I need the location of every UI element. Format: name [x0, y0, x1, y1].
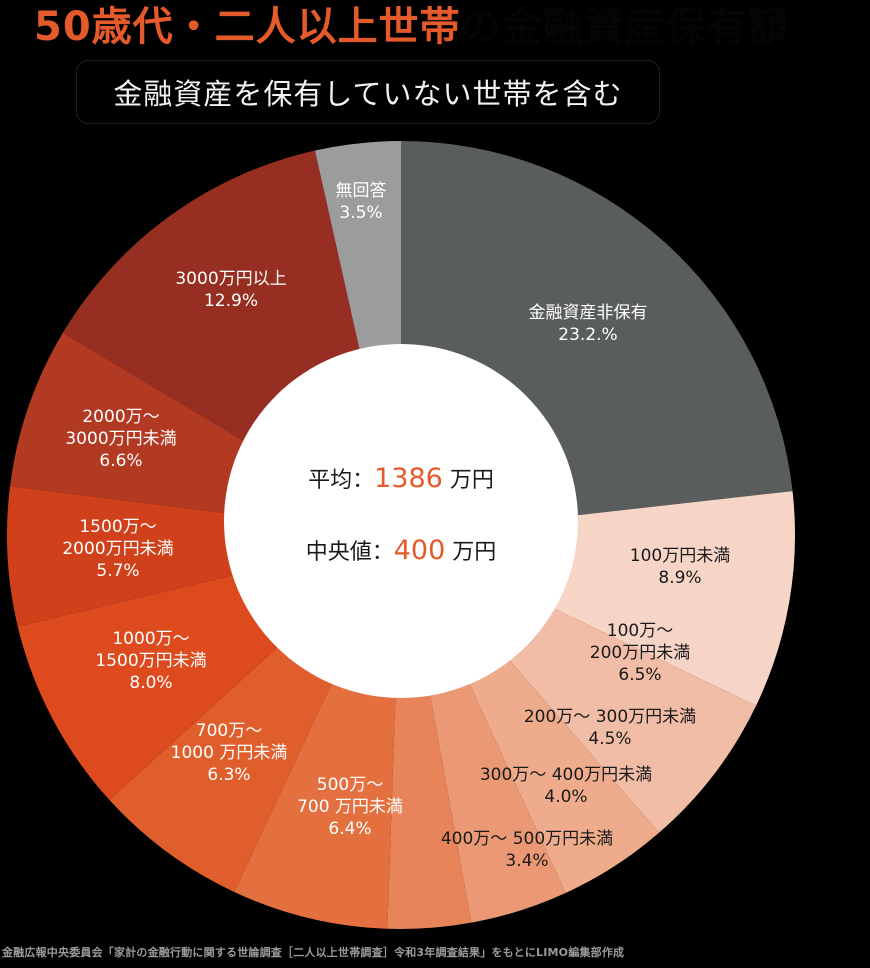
slice-percent: 3.4%	[505, 851, 549, 871]
slice-label: 3000万円以上 12.9%	[175, 268, 286, 312]
slice-label: 金融資産非保有 23.2.%	[529, 302, 648, 346]
slice-percent: 6.6%	[99, 451, 143, 471]
slice-percent: 8.0%	[129, 673, 173, 693]
chart-title: 50歳代・二人以上世帯の金融資産保有額	[34, 2, 789, 52]
median-annotation: 中央値：400 万円	[306, 534, 497, 566]
slice-label: 200万〜 300万円未満 4.5%	[524, 706, 696, 750]
slice-category: 700 万円未満	[297, 797, 403, 817]
slice-category: 200万円未満	[589, 643, 691, 663]
slice-percent: 6.4%	[328, 819, 372, 839]
slice-category: 400万〜 500万円未満	[440, 829, 614, 849]
slice-category: 1000万〜	[112, 629, 190, 649]
slice-percent: 12.9%	[203, 291, 259, 311]
slice-label: 100万〜 200万円未満 6.5%	[590, 620, 690, 686]
slice-category: 3000万円未満	[65, 429, 177, 449]
slice-category: 1000 万円未満	[170, 743, 288, 763]
slice-label: 400万〜 500万円未満 3.4%	[441, 828, 613, 872]
mean-value: 1386	[374, 463, 443, 494]
slice-percent: 4.5%	[588, 729, 632, 749]
donut-hole	[224, 344, 578, 698]
slice-percent: 23.2.%	[558, 325, 618, 345]
slice-category: 200万〜 300万円未満	[523, 707, 697, 727]
slice-percent: 8.9%	[658, 568, 702, 588]
slice-category: 500万〜	[316, 775, 384, 795]
median-label: 中央値：	[305, 540, 394, 565]
subtitle: 金融資産を保有していない世帯を含む	[113, 77, 623, 111]
mean-annotation: 平均：1386 万円	[308, 462, 494, 494]
source-footer: 金融広報中央委員会「家計の金融行動に関する世論調査［二人以上世帯調査］令和3年調…	[2, 946, 625, 959]
slice-category: 100万〜	[606, 621, 674, 641]
slice-category: 3000万円以上	[175, 269, 287, 289]
slice-percent: 4.0%	[544, 787, 588, 807]
median-unit: 万円	[445, 540, 497, 565]
slice-label: 無回答 3.5%	[336, 180, 387, 224]
slice-label: 100万円未満 8.9%	[630, 545, 730, 589]
mean-unit: 万円	[442, 468, 494, 493]
pie-slice	[6, 486, 401, 627]
slice-category: 2000万〜	[82, 407, 160, 427]
subtitle-box: 金融資産を保有していない世帯を含む	[76, 60, 660, 124]
slice-label: 300万〜 400万円未満 4.0%	[480, 764, 652, 808]
slice-percent: 3.5%	[339, 203, 383, 223]
slice-category: 無回答	[335, 181, 387, 201]
slice-label: 2000万〜 3000万円未満 6.6%	[65, 406, 176, 472]
slice-label: 500万〜 700 万円未満 6.4%	[297, 774, 403, 840]
slice-category: 100万円未満	[629, 546, 731, 566]
slice-category: 300万〜 400万円未満	[479, 765, 653, 785]
slice-category: 1500万〜	[79, 517, 157, 537]
slice-category: 2000万円未満	[62, 539, 174, 559]
title-rest: の金融資産保有額	[460, 4, 789, 50]
slice-percent: 6.5%	[618, 665, 662, 685]
slice-percent: 6.3%	[207, 765, 251, 785]
mean-label: 平均：	[308, 468, 375, 493]
slice-label: 1000万〜 1500万円未満 8.0%	[95, 628, 206, 694]
title-accent: 50歳代・二人以上世帯	[34, 4, 461, 50]
median-value: 400	[393, 535, 446, 566]
slice-percent: 5.7%	[96, 561, 140, 581]
slice-label: 1500万〜 2000万円未満 5.7%	[62, 516, 173, 582]
slice-category: 700万〜	[195, 721, 263, 741]
slice-category: 金融資産非保有	[528, 303, 648, 323]
slice-label: 700万〜 1000 万円未満 6.3%	[171, 720, 288, 786]
slice-category: 1500万円未満	[95, 651, 207, 671]
